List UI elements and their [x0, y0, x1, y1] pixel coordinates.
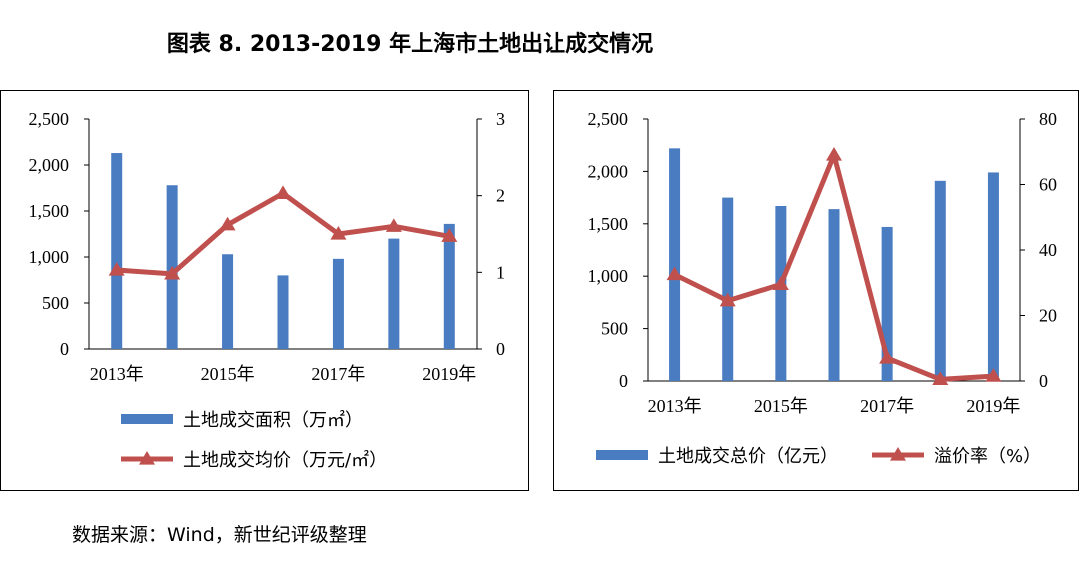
right-y-tick-label: 1 [496, 262, 505, 282]
left-y-tick-label: 2,500 [588, 109, 629, 129]
line-marker [666, 266, 683, 281]
right-y-tick-label: 40 [1039, 240, 1057, 260]
right-y-tick-label: 60 [1039, 175, 1057, 195]
left-y-tick-label: 0 [60, 339, 69, 359]
chart-right: 0 500 1,000 1,500 2,000 2,500 0 20 40 60 80 2013年 20… [588, 109, 1058, 467]
line-marker [719, 292, 736, 307]
bar [332, 258, 344, 349]
legend-line-marker [890, 447, 906, 461]
left-y-tick-label: 1,500 [588, 214, 629, 234]
bar [775, 205, 787, 381]
bar [277, 275, 289, 349]
left-y-tick-label: 1,000 [29, 247, 70, 267]
right-y-tick-label: 80 [1039, 109, 1057, 129]
left-y-tick-label: 0 [619, 371, 628, 391]
line-marker [985, 368, 1002, 382]
bar [881, 226, 893, 381]
x-tick-label: 2019年 [966, 396, 1020, 416]
line-marker [164, 265, 181, 280]
right-y-tick-label: 3 [496, 109, 505, 129]
right-y-tick-label: 20 [1039, 306, 1057, 326]
chart-left: 0 500 1,000 1,500 2,000 2,500 0 1 2 3 2013年 2015年 20… [29, 109, 506, 471]
line-marker [275, 185, 291, 199]
line-marker [826, 147, 842, 161]
left-y-tick-label: 2,000 [588, 161, 629, 181]
legend-line-marker [139, 451, 155, 465]
bar [669, 148, 681, 381]
line-marker [772, 276, 789, 290]
right-y-tick-label: 2 [496, 186, 505, 206]
bar [987, 172, 999, 381]
chart-panel-right: 0 500 1,000 1,500 2,000 2,500 0 20 40 60 80 2013年 20… [553, 90, 1079, 491]
right-y-tick-label: 0 [496, 339, 505, 359]
source-note: 数据来源：Wind，新世纪评级整理 [72, 524, 367, 546]
legend-bar-swatch [596, 450, 648, 460]
left-y-tick-label: 500 [601, 319, 628, 339]
chart-title: 图表 8. 2013-2019 年上海市土地出让成交情况 [166, 32, 654, 57]
legend-bar-swatch [121, 414, 173, 424]
left-y-tick-label: 1,500 [29, 201, 70, 221]
bar [388, 238, 400, 349]
legend-bar-label: 土地成交面积（万㎡） [183, 409, 363, 431]
legend-line-label: 土地成交均价（万元/㎡） [183, 449, 387, 471]
line-marker [879, 350, 896, 364]
x-tick-label: 2013年 [90, 364, 144, 384]
legend-line-label: 溢价率（%） [934, 446, 1041, 467]
line-marker [330, 226, 347, 240]
legend-bar-label: 土地成交总价（亿元） [658, 446, 838, 467]
bar [828, 209, 840, 381]
x-tick-label: 2019年 [422, 364, 476, 384]
x-tick-label: 2015年 [201, 364, 255, 384]
bar [934, 180, 946, 381]
x-tick-label: 2013年 [648, 396, 702, 416]
x-tick-label: 2015年 [754, 396, 808, 416]
line-marker [932, 371, 949, 385]
x-tick-label: 2017年 [311, 364, 365, 384]
right-y-tick-label: 0 [1039, 371, 1048, 391]
line-marker [219, 216, 236, 231]
bar [111, 153, 123, 349]
line-marker [385, 218, 402, 232]
bar [222, 254, 234, 349]
line-marker [441, 228, 458, 242]
left-y-tick-label: 2,500 [29, 109, 70, 129]
x-tick-label: 2017年 [860, 396, 914, 416]
bar [722, 197, 734, 381]
bar [443, 223, 455, 349]
left-y-tick-label: 2,000 [29, 155, 70, 175]
line-marker [108, 262, 125, 276]
line-series [116, 190, 450, 277]
left-y-tick-label: 1,000 [588, 266, 629, 286]
left-y-tick-label: 500 [42, 293, 69, 313]
chart-panel-left: 0 500 1,000 1,500 2,000 2,500 0 1 2 3 2013年 2015年 20… [0, 90, 529, 491]
